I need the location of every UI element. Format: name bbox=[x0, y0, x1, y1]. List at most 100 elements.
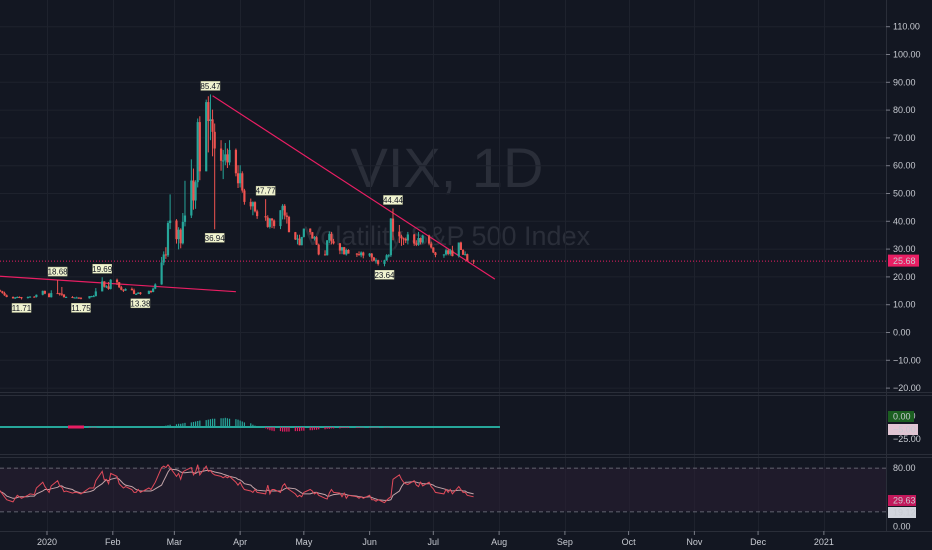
candle[interactable] bbox=[73, 297, 76, 299]
candle[interactable] bbox=[239, 165, 242, 188]
candle[interactable] bbox=[241, 171, 244, 193]
candle[interactable] bbox=[287, 215, 291, 233]
candle[interactable] bbox=[357, 251, 361, 256]
candle[interactable] bbox=[65, 296, 68, 298]
rsi-axis[interactable]: 80.00 0.00 29.63 19.12 bbox=[888, 463, 916, 532]
candle[interactable] bbox=[162, 251, 165, 266]
macd-axis[interactable]: 25.00−25.000.00−5.00 bbox=[888, 411, 921, 444]
candle[interactable] bbox=[43, 290, 46, 295]
candle[interactable] bbox=[315, 236, 318, 245]
candle[interactable] bbox=[130, 287, 134, 291]
candle[interactable] bbox=[101, 277, 104, 292]
candle[interactable] bbox=[451, 245, 454, 257]
candle[interactable] bbox=[323, 250, 327, 256]
candle[interactable] bbox=[300, 236, 303, 246]
candles[interactable] bbox=[0, 94, 475, 300]
rsi-line[interactable] bbox=[0, 463, 474, 504]
candle[interactable] bbox=[149, 290, 153, 294]
candle[interactable] bbox=[222, 149, 225, 180]
candle[interactable] bbox=[268, 218, 271, 229]
candle[interactable] bbox=[175, 219, 178, 244]
candle[interactable] bbox=[224, 142, 227, 166]
candle[interactable] bbox=[58, 292, 61, 296]
candle[interactable] bbox=[404, 237, 407, 244]
candle[interactable] bbox=[326, 240, 329, 256]
candle[interactable] bbox=[461, 249, 465, 255]
candle[interactable] bbox=[355, 253, 358, 257]
candle[interactable] bbox=[181, 213, 184, 245]
candle[interactable] bbox=[313, 236, 316, 241]
candle[interactable] bbox=[273, 219, 276, 229]
candle[interactable] bbox=[391, 208, 395, 241]
candle[interactable] bbox=[213, 123, 216, 230]
candle[interactable] bbox=[362, 251, 365, 259]
rsi-pane[interactable] bbox=[0, 463, 886, 513]
candle[interactable] bbox=[442, 254, 446, 258]
candle[interactable] bbox=[251, 201, 254, 216]
candle[interactable] bbox=[14, 296, 17, 299]
candle[interactable] bbox=[427, 234, 431, 246]
candle[interactable] bbox=[132, 288, 136, 295]
candle[interactable] bbox=[166, 220, 170, 257]
candle[interactable] bbox=[209, 94, 212, 141]
candle[interactable] bbox=[432, 247, 435, 254]
candle[interactable] bbox=[94, 288, 97, 297]
candle[interactable] bbox=[169, 194, 172, 230]
candle[interactable] bbox=[345, 248, 348, 256]
candle[interactable] bbox=[16, 296, 19, 299]
candle[interactable] bbox=[35, 294, 38, 298]
candle[interactable] bbox=[115, 278, 119, 286]
candle[interactable] bbox=[417, 231, 420, 246]
candle[interactable] bbox=[60, 286, 63, 296]
candle[interactable] bbox=[472, 259, 475, 264]
candle[interactable] bbox=[226, 148, 229, 168]
candle[interactable] bbox=[343, 246, 346, 255]
candle[interactable] bbox=[118, 281, 121, 289]
candle[interactable] bbox=[207, 96, 210, 153]
price-axis[interactable]: 110.00 100.00 90.00 80.00 70.00 60.00 50.00 40.… bbox=[886, 22, 921, 393]
candle[interactable] bbox=[190, 159, 193, 219]
candle[interactable] bbox=[3, 291, 6, 296]
candle[interactable] bbox=[137, 292, 140, 294]
candle[interactable] bbox=[177, 227, 180, 250]
candle[interactable] bbox=[183, 180, 187, 227]
trendline-0[interactable] bbox=[212, 95, 496, 280]
candle[interactable] bbox=[398, 224, 401, 244]
candle[interactable] bbox=[198, 116, 201, 181]
candle[interactable] bbox=[415, 240, 418, 247]
candle[interactable] bbox=[285, 212, 288, 224]
candle[interactable] bbox=[139, 291, 142, 295]
candle[interactable] bbox=[135, 293, 138, 295]
candle[interactable] bbox=[62, 294, 66, 298]
candle[interactable] bbox=[152, 287, 155, 293]
candle[interactable] bbox=[211, 109, 214, 157]
candle[interactable] bbox=[385, 254, 388, 261]
candle[interactable] bbox=[368, 253, 371, 257]
candle[interactable] bbox=[28, 296, 32, 298]
candle[interactable] bbox=[48, 292, 51, 298]
candle[interactable] bbox=[309, 228, 312, 235]
candle[interactable] bbox=[464, 251, 467, 256]
candle[interactable] bbox=[1, 290, 4, 294]
candle[interactable] bbox=[124, 288, 127, 291]
candle[interactable] bbox=[387, 254, 390, 258]
candle[interactable] bbox=[249, 198, 252, 210]
candle[interactable] bbox=[71, 296, 74, 299]
candle[interactable] bbox=[0, 289, 2, 292]
candle[interactable] bbox=[360, 251, 363, 258]
candle[interactable] bbox=[332, 238, 335, 245]
candle[interactable] bbox=[283, 204, 286, 220]
candle[interactable] bbox=[107, 281, 110, 290]
candle[interactable] bbox=[317, 243, 320, 256]
candle[interactable] bbox=[400, 234, 403, 246]
candle[interactable] bbox=[20, 296, 23, 300]
candle[interactable] bbox=[88, 296, 91, 299]
candle[interactable] bbox=[11, 296, 15, 299]
candle[interactable] bbox=[383, 259, 386, 267]
candle[interactable] bbox=[253, 201, 257, 213]
candle[interactable] bbox=[228, 140, 231, 166]
candle[interactable] bbox=[296, 234, 299, 245]
candle[interactable] bbox=[338, 243, 342, 255]
candle[interactable] bbox=[77, 297, 80, 299]
